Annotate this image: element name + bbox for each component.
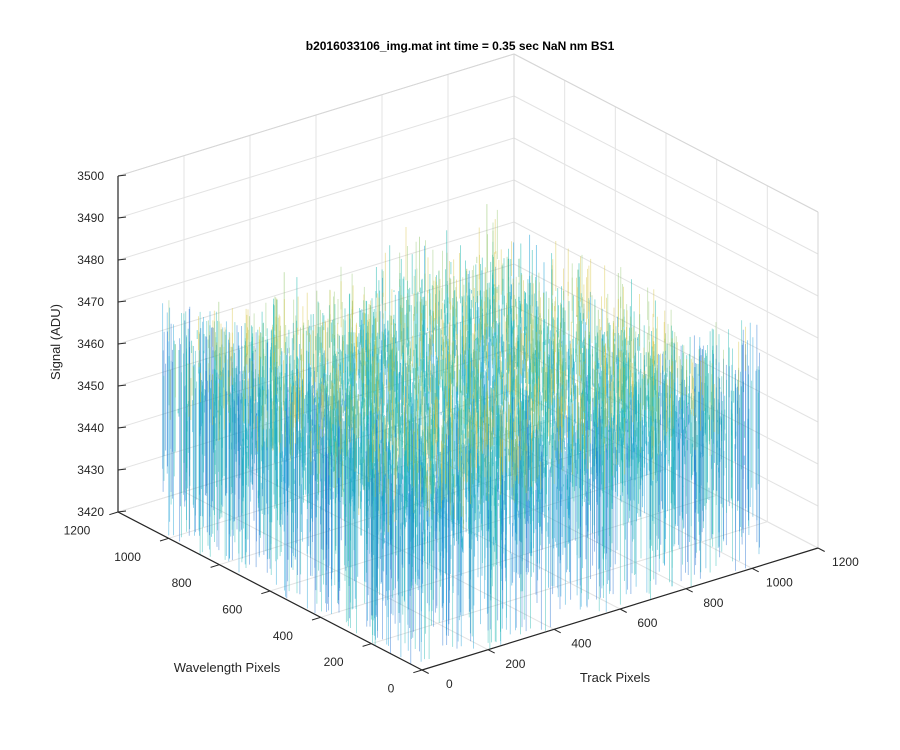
- grid-line: [513, 95, 819, 255]
- y-tick-mark: [413, 669, 423, 674]
- z-tick-label: 3470: [77, 295, 104, 309]
- y-axis-label: Wavelength Pixels: [174, 660, 281, 675]
- y-tick-mark: [109, 511, 119, 516]
- x-tick-mark: [421, 669, 429, 674]
- z-tick-label: 3460: [77, 337, 104, 351]
- z-tick-mark: [117, 426, 127, 429]
- grid-line: [117, 137, 515, 261]
- y-tick-mark: [159, 537, 169, 542]
- x-tick-label: 0: [446, 677, 453, 691]
- y-tick-label: 200: [324, 655, 344, 669]
- x-tick-label: 1200: [832, 555, 859, 569]
- y-tick-mark: [261, 590, 271, 595]
- z-tick-mark: [117, 468, 127, 471]
- y-tick-label: 600: [222, 603, 242, 617]
- z-tick-mark: [117, 384, 127, 387]
- z-tick-label: 3480: [77, 253, 104, 267]
- x-tick-label: 1000: [766, 576, 793, 590]
- x-tick-mark: [487, 649, 495, 654]
- y-tick-label: 1000: [114, 550, 141, 564]
- z-tick-mark: [117, 258, 127, 261]
- z-tick-mark: [117, 510, 127, 513]
- surface-layer: [162, 204, 760, 664]
- y-tick-label: 400: [273, 629, 293, 643]
- grid-line: [117, 95, 515, 219]
- z-tick-mark: [117, 174, 127, 177]
- z-tick-mark: [117, 216, 127, 219]
- y-tick-label: 800: [172, 576, 192, 590]
- grid-line: [513, 137, 819, 297]
- grid-line: [513, 221, 819, 381]
- z-axis-label: Signal (ADU): [48, 304, 63, 380]
- x-tick-mark: [619, 608, 627, 613]
- box-edge: [513, 53, 819, 213]
- chart-title: b2016033106_img.mat int time = 0.35 sec …: [306, 39, 615, 53]
- z-tick-mark: [117, 342, 127, 345]
- x-tick-label: 600: [637, 616, 657, 630]
- y-tick-label: 0: [388, 682, 395, 696]
- x-tick-mark: [817, 547, 825, 552]
- x-tick-mark: [553, 628, 561, 634]
- box-edge: [117, 53, 515, 177]
- x-tick-label: 800: [703, 596, 723, 610]
- x-tick-mark: [685, 588, 693, 593]
- y-tick-mark: [210, 564, 220, 568]
- z-tick-mark: [117, 300, 127, 303]
- grid-line: [513, 263, 819, 423]
- z-tick-label: 3500: [77, 169, 104, 183]
- z-tick-label: 3450: [77, 379, 104, 393]
- z-tick-label: 3490: [77, 211, 104, 225]
- y-tick-label: 1200: [64, 524, 91, 538]
- ticks-layer: 0 200 400 600 800 1000 1200 0 200 400 600 800 1000 12…: [64, 169, 859, 696]
- x-tick-label: 400: [571, 637, 591, 651]
- z-tick-label: 3430: [77, 463, 104, 477]
- grid-line: [371, 521, 768, 645]
- z-tick-label: 3420: [77, 505, 104, 519]
- x-tick-label: 200: [505, 657, 525, 671]
- grid-line: [513, 179, 819, 339]
- z-tick-label: 3440: [77, 421, 104, 435]
- x-tick-mark: [751, 567, 759, 573]
- y-tick-mark: [362, 643, 372, 647]
- grid-line: [117, 179, 515, 303]
- y-tick-mark: [311, 616, 321, 621]
- x-axis-label: Track Pixels: [580, 670, 651, 685]
